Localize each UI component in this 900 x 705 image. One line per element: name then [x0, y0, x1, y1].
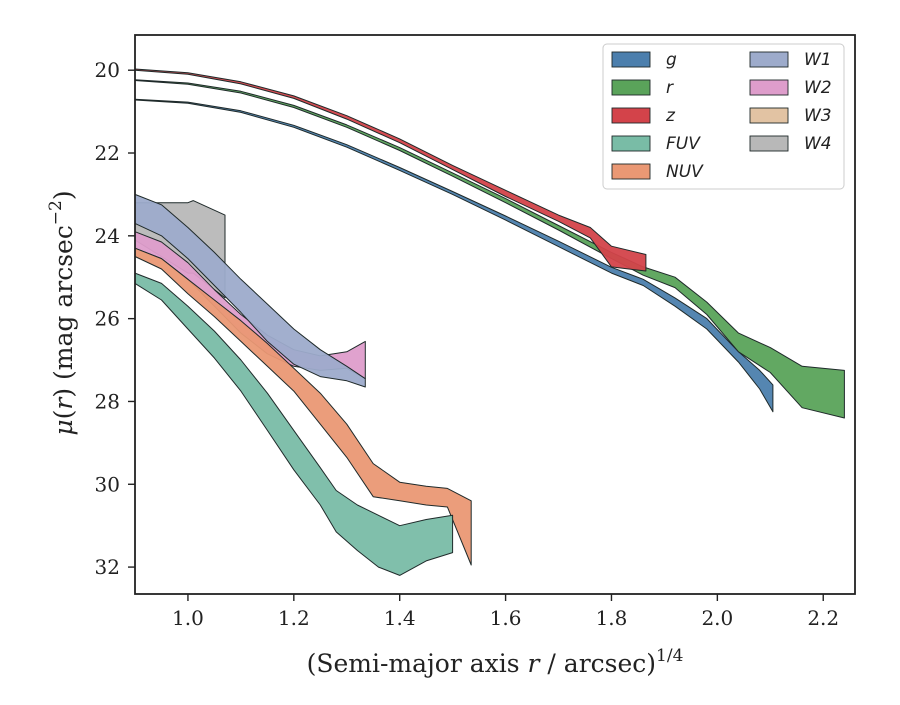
legend-swatch-fuv	[611, 135, 651, 152]
y-tick-label: 28	[95, 389, 120, 413]
legend-swatch-nuv	[611, 163, 651, 180]
x-tick-label: 2.0	[701, 606, 733, 630]
band-r	[134, 79, 845, 419]
legend-swatch-w2	[749, 79, 789, 96]
band-z	[134, 68, 647, 272]
axis-ticks: 1.0 1.2 1.4 1.6 1.8 2.0 2.2 20 22 24 26 28 30 32	[95, 58, 840, 630]
x-tick-label: 1.2	[278, 606, 310, 630]
plot-frame	[134, 34, 856, 595]
band-w1	[134, 193, 366, 388]
legend-label-w3: W3	[804, 106, 832, 126]
x-tick-label: 1.6	[490, 606, 522, 630]
x-tick-label: 1.0	[172, 606, 204, 630]
legend-label-r: r	[666, 78, 674, 98]
legend-label-z: z	[665, 106, 676, 126]
x-tick-label: 1.8	[596, 606, 628, 630]
legend-label-w2: W2	[804, 78, 832, 98]
y-tick-label: 26	[95, 307, 120, 331]
y-tick-label: 32	[95, 555, 120, 579]
legend-label-w4: W4	[804, 134, 832, 154]
x-tick-label: 1.4	[384, 606, 416, 630]
bands-layer	[134, 68, 845, 576]
y-tick-label: 20	[95, 58, 120, 82]
band-fuv	[134, 272, 454, 576]
y-axis-label: μ(r) (mag arcsec−2)	[46, 190, 78, 435]
legend-swatch-z	[611, 107, 651, 124]
legend-swatch-w3	[749, 107, 789, 124]
legend-label-nuv: NUV	[666, 162, 704, 182]
band-nuv	[134, 247, 472, 566]
y-tick-label: 22	[95, 141, 120, 165]
legend-swatch-w4	[749, 135, 789, 152]
legend-label-w1: W1	[804, 50, 832, 70]
x-axis-label: (Semi-major axis r / arcsec)1/4	[307, 646, 684, 678]
legend-swatch-r	[611, 79, 651, 96]
legend-label-fuv: FUV	[666, 134, 701, 154]
legend-swatch-w1	[749, 51, 789, 68]
band-g	[134, 98, 774, 413]
legend: grz FUV NUV W1 W2 W3 W4	[602, 43, 845, 190]
y-tick-label: 24	[95, 224, 120, 248]
x-tick-label: 2.2	[807, 606, 839, 630]
legend-label-g: g	[666, 50, 677, 70]
legend-swatch-g	[611, 51, 651, 68]
y-tick-label: 30	[95, 472, 120, 496]
